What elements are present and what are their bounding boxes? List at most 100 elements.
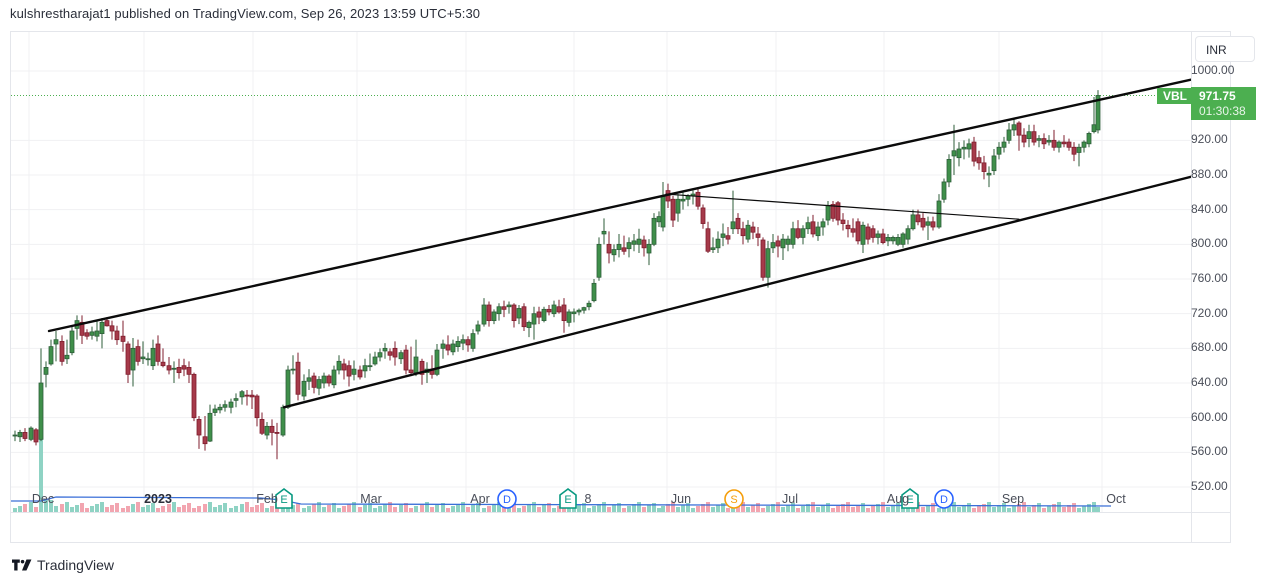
candle-down xyxy=(191,373,197,419)
volume-bar xyxy=(54,506,58,512)
volume-bar xyxy=(866,508,870,512)
candle-up xyxy=(440,343,446,349)
volume-bar xyxy=(446,508,450,512)
volume-bar xyxy=(517,508,521,512)
volume-bar xyxy=(451,506,455,512)
candle-up xyxy=(710,247,716,250)
volume-bar xyxy=(1012,506,1016,512)
volume-bar xyxy=(617,503,621,512)
candle-up xyxy=(17,432,23,438)
candle-down xyxy=(114,330,120,341)
volume-bar xyxy=(952,502,956,512)
volume-bar xyxy=(666,504,670,512)
time-tick-label: Apr xyxy=(470,492,490,506)
volume-bar xyxy=(393,507,397,512)
volume-bar xyxy=(497,502,501,512)
candle-up xyxy=(531,313,537,325)
candle-up xyxy=(150,347,156,367)
volume-bar xyxy=(95,504,99,512)
candle-up xyxy=(581,307,587,311)
volume-bar xyxy=(425,502,429,512)
candle-up xyxy=(228,401,234,408)
volume-bar xyxy=(612,505,616,512)
volume-bar xyxy=(781,507,785,512)
volume-bar xyxy=(977,506,981,512)
bar-countdown: 01:30:38 xyxy=(1199,104,1246,118)
volume-bar xyxy=(901,508,905,512)
volume-bar xyxy=(967,503,971,512)
volume-bar xyxy=(296,503,300,512)
candle-down xyxy=(254,395,260,419)
volume-bar xyxy=(992,507,996,512)
time-tick-label: Dec xyxy=(31,492,55,506)
volume-bar xyxy=(466,507,470,512)
candle-up xyxy=(900,233,906,245)
candle-down xyxy=(795,228,801,238)
candle-down xyxy=(641,239,647,249)
candle-down xyxy=(259,419,265,434)
candle-up xyxy=(860,224,866,245)
candle-down xyxy=(1061,141,1067,145)
candle-up xyxy=(280,406,286,436)
candle-up xyxy=(99,321,105,335)
currency-selector[interactable]: INR xyxy=(1195,36,1255,62)
volume-bar xyxy=(642,507,646,512)
volume-bar xyxy=(502,507,506,512)
candle-down xyxy=(1031,131,1037,143)
time-tick-label: Aug xyxy=(886,492,910,506)
time-tick-label: Oct xyxy=(1106,492,1126,506)
volume-bar xyxy=(1022,502,1026,512)
price-tick-label: 1000.00 xyxy=(1191,63,1235,77)
volume-bar xyxy=(234,506,238,512)
candle-down xyxy=(84,332,90,337)
candle-up xyxy=(820,221,826,228)
volume-bar xyxy=(676,507,680,512)
candle-up xyxy=(377,352,383,358)
candle-down xyxy=(810,221,816,235)
volume-bar xyxy=(942,506,946,512)
candle-up xyxy=(306,377,312,382)
volume-bar xyxy=(776,502,780,512)
candle-up xyxy=(780,238,786,249)
volume-bar xyxy=(487,506,491,512)
volume-bar xyxy=(60,504,64,512)
candle-up xyxy=(680,198,686,202)
price-tick-label: 720.00 xyxy=(1191,305,1228,320)
candle-down xyxy=(606,243,612,254)
candle-up xyxy=(1011,124,1017,131)
candle-up xyxy=(800,228,806,238)
volume-bar xyxy=(245,502,249,512)
candle-down xyxy=(465,339,471,346)
volume-bar xyxy=(260,503,264,512)
candle-down xyxy=(244,394,250,397)
candle-up xyxy=(626,242,632,250)
candle-down xyxy=(109,325,115,332)
volume-bar xyxy=(937,508,941,512)
time-axis[interactable] xyxy=(11,512,1191,543)
footer-brand[interactable]: TradingView xyxy=(12,557,114,573)
price-tick-label: 680.00 xyxy=(1191,340,1228,355)
volume-bar xyxy=(23,504,27,512)
candle-down xyxy=(326,375,332,384)
lower-channel-trendline xyxy=(282,175,1191,409)
volume-bar xyxy=(791,503,795,512)
candle-up xyxy=(362,365,368,372)
candle-up xyxy=(321,375,327,384)
volume-bar xyxy=(721,503,725,512)
volume-bar xyxy=(358,507,362,512)
volume-bar xyxy=(861,503,865,512)
candle-up xyxy=(89,331,95,336)
candle-up xyxy=(413,356,419,374)
candle-up xyxy=(646,243,652,254)
volume-bar xyxy=(1096,507,1100,512)
volume-bar xyxy=(1087,504,1091,512)
candle-up xyxy=(38,382,44,440)
candle-down xyxy=(181,365,187,370)
candle-up xyxy=(885,237,891,242)
volume-bar xyxy=(982,504,986,512)
event-label: D xyxy=(503,494,511,506)
price-axis[interactable] xyxy=(1191,32,1231,542)
candle-down xyxy=(865,226,871,240)
candle-down xyxy=(930,221,936,228)
